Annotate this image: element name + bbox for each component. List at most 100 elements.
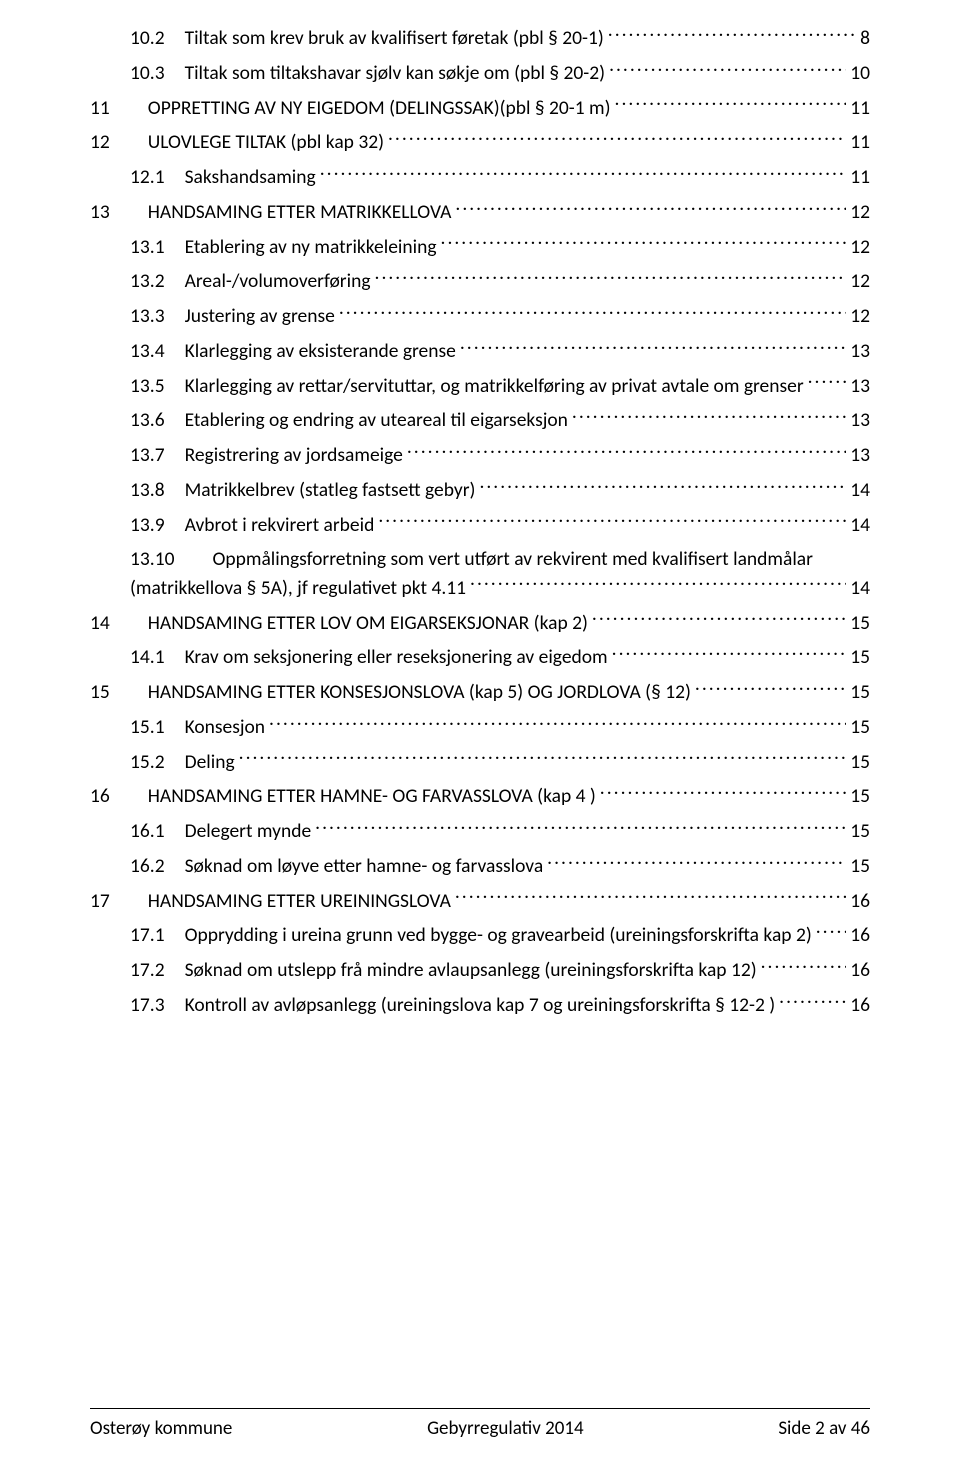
toc-entry-page: 15 [850, 852, 870, 880]
toc-leader [460, 337, 846, 357]
toc-entry-number: 13 [90, 198, 110, 226]
toc-entry: 17.3 Kontroll av avløpsanlegg (ureiningsl… [90, 991, 870, 1019]
toc-leader [592, 609, 846, 629]
toc-entry: 16HANDSAMING ETTER HAMNE- OG FARVASSLOVA… [90, 782, 870, 810]
toc-entry-title: Oppmålingsforretning som vert utført av … [212, 547, 812, 571]
toc-entry-page: 15 [850, 713, 870, 741]
toc-entry-title: Krav om seksjonering eller reseksjonerin… [185, 643, 608, 671]
toc-entry-number: 12.1 [130, 163, 165, 191]
toc-entry-number: 16.1 [130, 817, 165, 845]
toc-entry-page: 16 [850, 921, 870, 949]
toc-entry-title: Etablering av ny matrikkeleining [185, 233, 437, 261]
toc-entry-page: 13 [850, 337, 870, 365]
toc-entry-number: 17 [90, 887, 110, 915]
toc-leader [339, 303, 846, 323]
toc-leader [609, 59, 846, 79]
toc-leader [441, 233, 847, 253]
toc-leader [315, 818, 846, 838]
toc-entry-page: 16 [850, 956, 870, 984]
toc-entry: 13.8Matrikkelbrev (statleg fastsett geby… [90, 476, 870, 504]
toc-entry-page: 14 [850, 476, 870, 504]
toc-entry: 11OPPRETTING AV NY EIGEDOM (DELINGSSAK)(… [90, 94, 870, 122]
toc-entry-number: 13.6 [130, 406, 165, 434]
toc-entry-title: Søknad om utslepp frå mindre avlaupsanle… [185, 956, 757, 984]
toc-entry-page: 12 [850, 302, 870, 330]
toc-leader [388, 129, 846, 149]
toc-entry-number: 13.8 [130, 476, 165, 504]
toc-entry-page: 10 [850, 59, 870, 87]
toc-entry-page: 8 [860, 24, 870, 52]
toc-entry: 13.1Etablering av ny matrikkeleining 12 [90, 233, 870, 261]
toc-entry-title: Klarlegging av eksisterande grense [185, 337, 456, 365]
toc-entry-number: 16.2 [130, 852, 165, 880]
toc-entry-page: 11 [850, 94, 870, 122]
toc-leader [761, 957, 847, 977]
toc-entry: 12ULOVLEGE TILTAK (pbl kap 32) 11 [90, 128, 870, 156]
toc-entry-page: 16 [850, 887, 870, 915]
toc-leader [455, 198, 846, 218]
toc-leader [320, 164, 847, 184]
toc-entry-number: 11 [90, 94, 110, 122]
toc-leader [695, 679, 846, 699]
toc-leader [608, 25, 856, 45]
toc-entry-page: 16 [850, 991, 870, 1019]
toc-entry: 13.6 Etablering og endring av uteareal ti… [90, 406, 870, 434]
toc-entry-page: 13 [850, 406, 870, 434]
toc-entry: 17.2 Søknad om utslepp frå mindre avlaups… [90, 956, 870, 984]
toc-entry-number: 13.9 [130, 511, 165, 539]
toc-entry-title: Konsesjon [185, 713, 265, 741]
toc-entry: 13.5Klarlegging av rettar/servituttar, o… [90, 372, 870, 400]
toc-entry: 13.4Klarlegging av eksisterande grense 1… [90, 337, 870, 365]
toc-leader [572, 407, 846, 427]
toc-entry-number: 16 [90, 782, 110, 810]
toc-entry-number: 10.2 [130, 24, 165, 52]
toc-entry-title: ULOVLEGE TILTAK (pbl kap 32) [148, 128, 384, 156]
toc-entry: 10.2 Tiltak som krev bruk av kvalifisert … [90, 24, 870, 52]
toc-leader [479, 476, 846, 496]
toc-entry-page: 15 [850, 817, 870, 845]
toc-entry-title: (matrikkellova § 5A), jf regulativet pkt… [130, 574, 466, 602]
toc-entry-number: 14.1 [130, 643, 165, 671]
toc-entry: 13.3Justering av grense 12 [90, 302, 870, 330]
toc-entry-title: HANDSAMING ETTER MATRIKKELLOVA [148, 198, 452, 226]
toc-entry-multiline: 13.10 Oppmålingsforretning som vert utfør… [90, 545, 870, 602]
toc-entry: 10.3Tiltak som tiltakshavar sjølv kan sø… [90, 59, 870, 87]
toc-entry-number: 13.7 [130, 441, 165, 469]
toc-entry-title: Kontroll av avløpsanlegg (ureiningslova … [185, 991, 776, 1019]
toc-entry-number: 15.2 [130, 748, 165, 776]
toc-leader [547, 852, 846, 872]
toc-leader [470, 574, 846, 594]
toc-entry-title: Avbrot i rekvirert arbeid [185, 511, 375, 539]
toc-entry-number: 15 [90, 678, 110, 706]
toc-entry-page: 15 [850, 748, 870, 776]
toc-leader [600, 783, 846, 803]
toc-entry-line2: (matrikkellova § 5A), jf regulativet pkt… [130, 574, 870, 602]
toc-entry-page: 12 [850, 233, 870, 261]
toc-entry-title: Tiltak som krev bruk av kvalifisert føre… [185, 24, 604, 52]
toc-entry: 16.1Delegert mynde 15 [90, 817, 870, 845]
toc-entry-number: 13.10 [130, 547, 174, 571]
toc-leader [612, 644, 847, 664]
toc-page: 10.2 Tiltak som krev bruk av kvalifisert … [0, 0, 960, 1019]
toc-leader [378, 511, 846, 531]
toc-entry-line1: 13.10 Oppmålingsforretning som vert utfør… [130, 545, 870, 573]
toc-entry-title: HANDSAMING ETTER UREININGSLOVA [148, 887, 451, 915]
toc-entry-number: 12 [90, 128, 110, 156]
toc-entry-title: Tiltak som tiltakshavar sjølv kan søkje … [185, 59, 606, 87]
toc-entry-number: 17.3 [130, 991, 165, 1019]
toc-entry-title: Etablering og endring av uteareal til ei… [185, 406, 568, 434]
footer-left: Osterøy kommune [90, 1417, 232, 1440]
toc-entry-page: 15 [850, 643, 870, 671]
toc-entry: 14HANDSAMING ETTER LOV OM EIGARSEKSJONAR… [90, 609, 870, 637]
toc-entry-title: Areal-/volumoverføring [185, 267, 371, 295]
toc-entry-title: HANDSAMING ETTER KONSESJONSLOVA (kap 5) … [148, 678, 691, 706]
toc-entry-title: Justering av grense [185, 302, 335, 330]
toc-entry-page: 15 [850, 609, 870, 637]
toc-entry-page: 13 [850, 441, 870, 469]
toc-leader [816, 922, 846, 942]
toc-entry-number: 17.2 [130, 956, 165, 984]
toc-leader [455, 887, 846, 907]
toc-entry-title: Opprydding i ureina grunn ved bygge- og … [185, 921, 812, 949]
toc-entry: 12.1Sakshandsaming 11 [90, 163, 870, 191]
toc-entry-number: 13.5 [130, 372, 165, 400]
